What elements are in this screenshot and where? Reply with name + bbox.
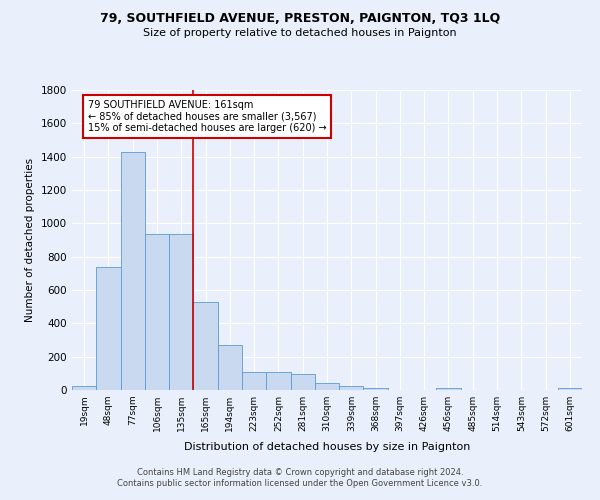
Bar (364, 388, 388, 390)
Bar (242, 372, 266, 390)
Bar (266, 372, 290, 390)
X-axis label: Distribution of detached houses by size in Paignton: Distribution of detached houses by size … (184, 442, 470, 452)
Bar (315, 383, 339, 390)
Bar (121, 152, 145, 390)
Text: Contains HM Land Registry data © Crown copyright and database right 2024.
Contai: Contains HM Land Registry data © Crown c… (118, 468, 482, 487)
Bar (169, 234, 193, 390)
Bar (193, 302, 218, 390)
Bar (145, 234, 169, 390)
Bar (72, 386, 96, 390)
Bar (290, 374, 315, 390)
Text: 79, SOUTHFIELD AVENUE, PRESTON, PAIGNTON, TQ3 1LQ: 79, SOUTHFIELD AVENUE, PRESTON, PAIGNTON… (100, 12, 500, 26)
Bar (96, 266, 121, 390)
Bar (558, 388, 582, 390)
Bar (218, 345, 242, 390)
Y-axis label: Number of detached properties: Number of detached properties (25, 158, 35, 322)
Text: Size of property relative to detached houses in Paignton: Size of property relative to detached ho… (143, 28, 457, 38)
Bar (339, 386, 364, 390)
Text: 79 SOUTHFIELD AVENUE: 161sqm
← 85% of detached houses are smaller (3,567)
15% of: 79 SOUTHFIELD AVENUE: 161sqm ← 85% of de… (88, 100, 326, 133)
Bar (436, 388, 461, 390)
